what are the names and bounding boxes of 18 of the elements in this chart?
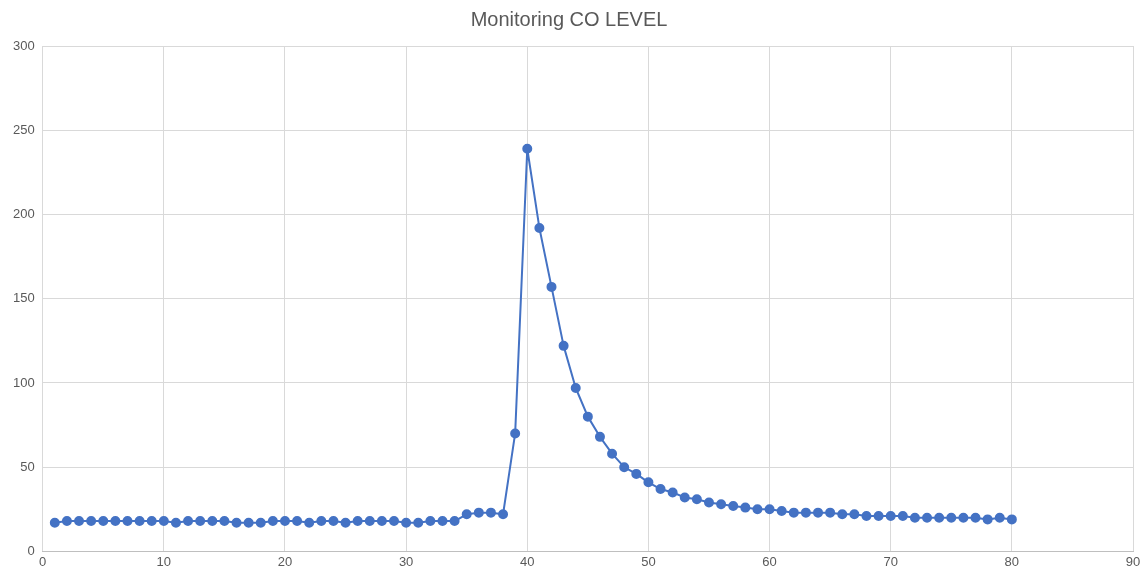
x-tick-label: 70 bbox=[883, 553, 898, 569]
y-tick-label: 50 bbox=[20, 458, 35, 474]
y-tick-label: 100 bbox=[12, 374, 35, 390]
y-tick-label: 250 bbox=[12, 121, 35, 137]
y-tick-label: 150 bbox=[12, 290, 35, 306]
y-tick-label: 300 bbox=[12, 37, 35, 53]
chart-title: Monitoring CO LEVEL bbox=[470, 7, 668, 30]
x-tick-label: 30 bbox=[398, 553, 414, 569]
x-tick-label: 40 bbox=[520, 553, 535, 569]
x-tick-label: 90 bbox=[1125, 553, 1141, 569]
x-tick-label: 20 bbox=[277, 553, 293, 569]
y-tick-label: 0 bbox=[27, 542, 35, 558]
y-tick-label: 200 bbox=[12, 206, 35, 222]
x-tick-label: 0 bbox=[39, 553, 47, 569]
x-tick-label: 10 bbox=[156, 553, 172, 569]
x-tick-label: 80 bbox=[1004, 553, 1020, 569]
x-tick-label: 60 bbox=[762, 553, 777, 569]
x-tick-label: 50 bbox=[641, 553, 656, 569]
